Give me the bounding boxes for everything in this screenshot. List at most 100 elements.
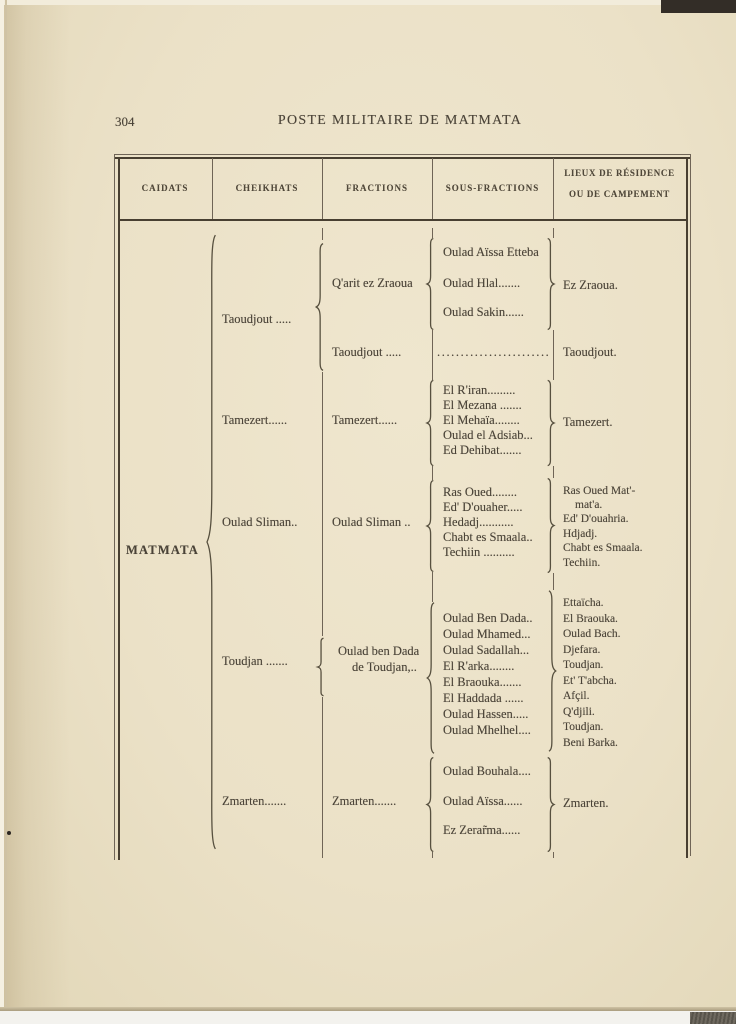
table-border-top-thin <box>114 154 691 155</box>
table-border-right-thin <box>690 154 691 856</box>
brace-left-icon <box>313 243 326 371</box>
sous-fraction-name: El Braouka....... <box>443 675 522 689</box>
table-border-left-thick <box>118 157 120 860</box>
scan-top-edge <box>0 0 736 5</box>
column-divider <box>553 466 554 478</box>
fraction-name: Zmarten....... <box>332 794 397 808</box>
sous-fraction-name: El Haddada ...... <box>443 691 524 705</box>
column-divider <box>553 228 554 238</box>
ink-speck <box>7 831 11 835</box>
sous-fraction-name: Oulad Mhelhel.... <box>443 723 531 737</box>
fraction-name: de Toudjan,.. <box>352 660 417 674</box>
sous-fraction-name: El Mezana ....... <box>443 398 522 412</box>
cheikhat-name: Toudjan ....... <box>222 654 288 668</box>
column-divider <box>322 158 323 219</box>
brace-left-icon <box>315 638 326 696</box>
residence-name: Djefara. <box>563 644 601 656</box>
brace-right-icon <box>546 590 559 752</box>
sous-fraction-name: Oulad Aïssa Etteba <box>443 245 539 259</box>
dotted-leader: ........................................… <box>437 346 550 359</box>
residence-name: Taoudjout. <box>563 345 617 359</box>
residence-name: Ettaïcha. <box>563 597 604 609</box>
sous-fraction-name: Ez Zerar̃ma...... <box>443 823 521 837</box>
column-divider <box>432 330 433 380</box>
sous-fraction-name: Oulad el Adsiab... <box>443 428 533 442</box>
column-header-caidats: CAIDATS <box>141 183 189 193</box>
brace-left-icon <box>203 232 219 852</box>
brace-right-icon <box>545 380 557 466</box>
column-divider <box>212 158 213 219</box>
residence-name: Beni Barka. <box>563 737 618 749</box>
sous-fraction-name: Ed Dehibat....... <box>443 443 522 457</box>
column-divider <box>553 330 554 380</box>
residence-name: Ez Zraoua. <box>563 278 618 292</box>
residence-name: Et' T'abcha. <box>563 675 617 687</box>
residence-name: Oulad Bach. <box>563 628 621 640</box>
cheikhat-name: Taoudjout ..... <box>222 312 292 326</box>
column-header-fractions: FRACTIONS <box>345 183 408 193</box>
residence-name: Toudjan. <box>563 721 604 733</box>
sous-fraction-name: Ed' D'ouaher..... <box>443 500 523 514</box>
table-border-left-thin <box>114 154 115 860</box>
column-divider <box>322 228 323 240</box>
table-border-top-thick <box>114 157 691 159</box>
column-divider <box>322 697 323 858</box>
residence-name: mat'a. <box>575 499 603 511</box>
residence-name: Techiin. <box>563 557 601 569</box>
residence-name: Zmarten. <box>563 796 609 810</box>
residence-name: Hdjadj. <box>563 528 598 540</box>
page-number: 304 <box>115 114 135 129</box>
sous-fraction-name: Oulad Hlal....... <box>443 276 521 290</box>
fraction-name: Q'arit ez Zraoua <box>332 276 413 290</box>
residence-name: El Braouka. <box>563 613 618 625</box>
sous-fraction-name: Oulad Hassen..... <box>443 707 529 721</box>
brace-left-icon <box>424 238 436 330</box>
scan-bottom-strip <box>0 1011 736 1024</box>
column-divider <box>553 158 554 219</box>
column-divider <box>322 372 323 636</box>
cheikhat-name: Oulad Sliman.. <box>222 515 298 529</box>
column-header-lieux-line2: OU DE CAMPEMENT <box>569 189 670 199</box>
brace-left-icon <box>424 757 436 852</box>
sous-fraction-name: Oulad Aïssa...... <box>443 794 523 808</box>
sous-fraction-name: Ras Oued........ <box>443 485 517 499</box>
cheikhat-name: Zmarten....... <box>222 794 287 808</box>
column-header-sous-fractions: SOUS-FRACTIONS <box>445 183 540 193</box>
scan-corner-artifact <box>690 1012 736 1024</box>
fraction-name: Oulad ben Dada <box>338 644 420 658</box>
column-divider <box>432 572 433 602</box>
column-divider <box>553 573 554 590</box>
residence-name: Afçil. <box>563 690 590 702</box>
brace-left-icon <box>424 480 436 572</box>
table-border-right-thick <box>686 157 688 858</box>
column-divider <box>432 158 433 219</box>
sous-fraction-name: Oulad Mhamed... <box>443 627 531 641</box>
residence-name: Toudjan. <box>563 659 604 671</box>
fraction-name: Tamezert...... <box>332 413 398 427</box>
column-divider <box>432 228 433 238</box>
residence-name: Tamezert. <box>563 415 613 429</box>
page-title: POSTE MILITAIRE DE MATMATA <box>277 113 523 128</box>
sous-fraction-name: El R'arka........ <box>443 659 515 673</box>
brace-right-icon <box>545 757 557 852</box>
book-spine-line <box>5 0 7 1010</box>
column-divider <box>553 852 554 858</box>
column-header-cheikhats: CHEIKHATS <box>235 183 299 193</box>
residence-name: Ras Oued Mat'- <box>563 485 636 497</box>
sous-fraction-name: Oulad Bouhala.... <box>443 764 531 778</box>
sous-fraction-name: Chabt es Smaala.. <box>443 530 533 544</box>
sous-fraction-name: El Mehaïa........ <box>443 413 520 427</box>
brace-right-icon <box>545 238 557 330</box>
cheikhat-name: Tamezert...... <box>222 413 288 427</box>
sous-fraction-name: Oulad Ben Dada.. <box>443 611 533 625</box>
fraction-name: Oulad Sliman .. <box>332 515 411 529</box>
scan-black-bar <box>661 0 736 13</box>
brace-right-icon <box>545 478 557 573</box>
fraction-name: Taoudjout ..... <box>332 345 402 359</box>
sous-fraction-name: Oulad Sakin...... <box>443 305 524 319</box>
brace-left-icon <box>424 602 437 754</box>
sous-fraction-name: El R'iran......... <box>443 383 516 397</box>
brace-left-icon <box>424 380 436 466</box>
residence-name: Chabt es Smaala. <box>563 542 643 554</box>
